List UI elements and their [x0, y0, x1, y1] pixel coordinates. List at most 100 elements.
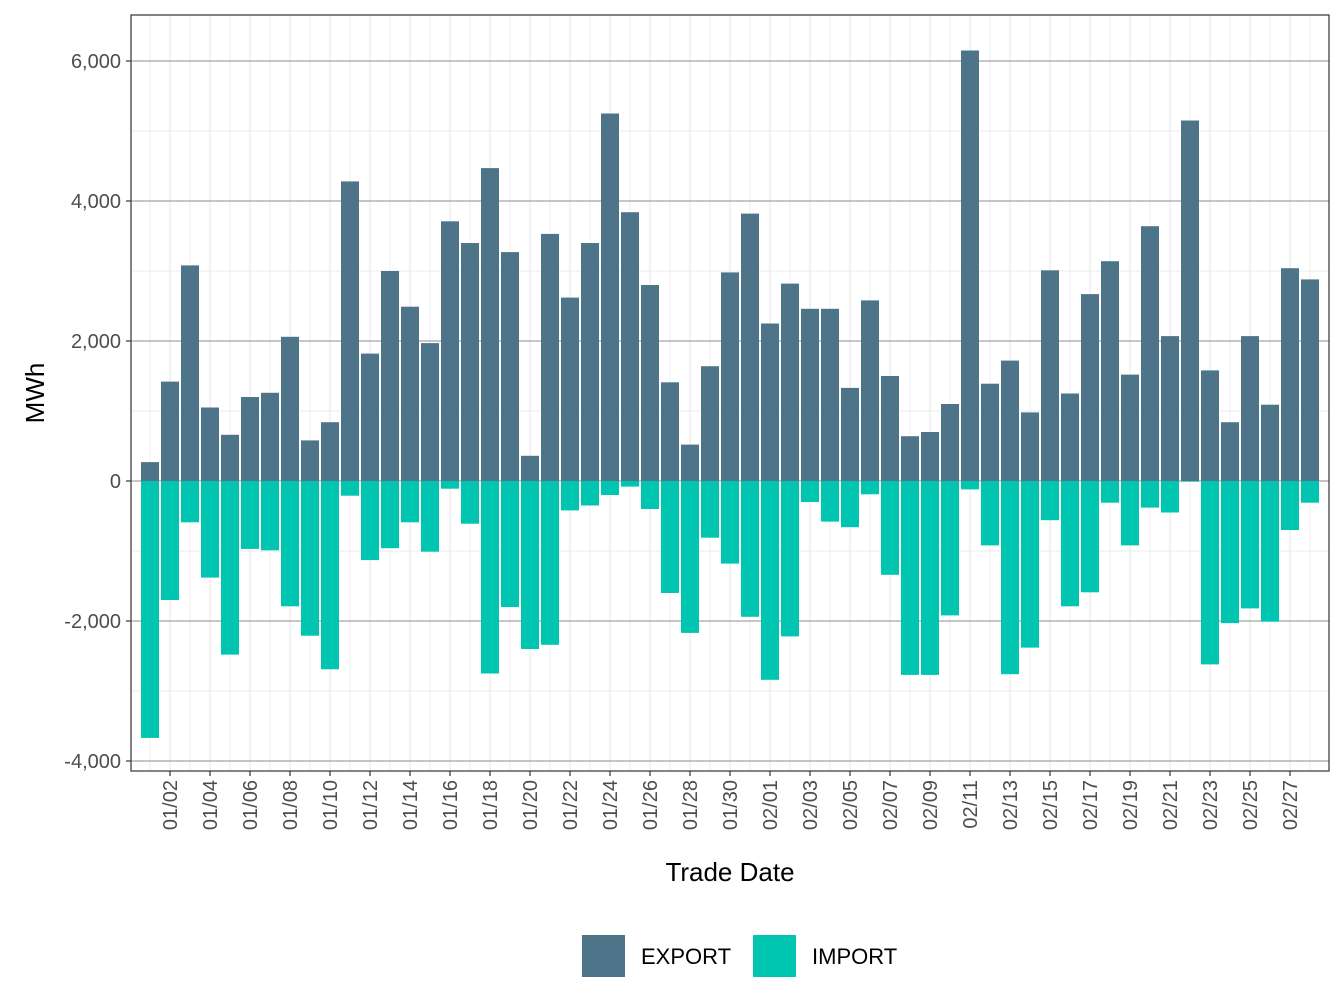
bar-import-02-21 [1161, 481, 1179, 513]
bar-export-01-15 [421, 343, 439, 481]
bar-import-02-14 [1021, 481, 1039, 648]
x-tick-label: 01/28 [680, 780, 702, 830]
bar-import-01-15 [421, 481, 439, 552]
bar-import-01-02 [161, 481, 179, 600]
bar-export-02-14 [1021, 412, 1039, 481]
bar-export-02-24 [1221, 422, 1239, 481]
x-tick-label: 01/10 [320, 780, 342, 830]
x-tick-label: 01/08 [280, 780, 302, 830]
bar-export-02-12 [981, 383, 999, 481]
bar-import-02-04 [821, 481, 839, 522]
bar-import-01-10 [321, 481, 339, 670]
bar-export-01-20 [521, 455, 539, 481]
bar-import-01-23 [581, 481, 599, 506]
bar-import-02-18 [1101, 481, 1119, 503]
bar-export-02-05 [841, 387, 859, 481]
bar-import-01-18 [481, 481, 499, 674]
bar-import-01-17 [461, 481, 479, 524]
bar-import-01-30 [721, 481, 739, 564]
legend-key-export [582, 935, 625, 977]
bar-import-02-25 [1241, 481, 1259, 609]
bar-export-01-01 [141, 462, 159, 481]
bar-export-01-22 [561, 297, 579, 481]
bar-export-02-22 [1181, 120, 1199, 481]
y-tick-label: -2,000 [64, 611, 121, 633]
x-tick-label: 02/03 [800, 780, 822, 830]
x-tick-label: 02/07 [880, 780, 902, 830]
y-axis-ticks: -4,000 -2,000 0 2,000 4,000 6,000 [64, 51, 131, 773]
bar-export-01-13 [381, 271, 399, 481]
bar-import-02-15 [1041, 481, 1059, 521]
bar-import-01-28 [681, 481, 699, 633]
bar-export-02-03 [801, 308, 819, 481]
bar-import-01-08 [281, 481, 299, 607]
legend-key-import [753, 935, 796, 977]
x-tick-label: 02/09 [920, 780, 942, 830]
bar-export-01-16 [441, 221, 459, 482]
bar-export-01-10 [321, 422, 339, 481]
x-axis-title: Trade Date [665, 857, 794, 887]
y-tick-label: 0 [110, 471, 121, 493]
y-tick-label: 2,000 [71, 331, 121, 353]
bar-import-02-12 [981, 481, 999, 546]
bar-import-02-03 [801, 481, 819, 502]
x-tick-label: 01/20 [520, 780, 542, 830]
bar-export-02-11 [961, 50, 979, 481]
bar-export-01-17 [461, 243, 479, 481]
bar-import-01-24 [601, 481, 619, 495]
bar-export-02-21 [1161, 336, 1179, 481]
bar-import-02-11 [961, 481, 979, 490]
bar-import-02-26 [1261, 481, 1279, 622]
bar-import-02-22 [1181, 481, 1199, 482]
x-tick-label: 02/13 [1000, 780, 1022, 830]
x-tick-label: 02/01 [760, 780, 782, 830]
bar-import-01-12 [361, 481, 379, 561]
x-tick-label: 01/24 [600, 780, 622, 830]
bar-export-02-27 [1281, 268, 1299, 481]
bar-import-01-22 [561, 481, 579, 511]
bar-import-02-10 [941, 481, 959, 616]
bar-import-02-23 [1201, 481, 1219, 665]
bar-import-02-01 [761, 481, 779, 680]
legend: EXPORT IMPORT [582, 935, 897, 977]
bar-import-01-06 [241, 481, 259, 549]
bar-export-01-06 [241, 397, 259, 481]
x-tick-label: 01/30 [720, 780, 742, 830]
bar-export-01-30 [721, 272, 739, 481]
bar-import-01-07 [261, 481, 279, 551]
bar-import-01-25 [621, 481, 639, 487]
bar-import-01-01 [141, 481, 159, 738]
bars [141, 50, 1319, 738]
bar-export-01-07 [261, 392, 279, 481]
bar-export-01-24 [601, 113, 619, 481]
bar-import-01-03 [181, 481, 199, 523]
bar-export-02-28 [1301, 279, 1319, 481]
bar-export-01-11 [341, 181, 359, 481]
bar-import-02-07 [881, 481, 899, 575]
bar-import-02-09 [921, 481, 939, 675]
y-tick-label: 6,000 [71, 51, 121, 73]
bar-import-02-19 [1121, 481, 1139, 546]
bar-export-02-07 [881, 376, 899, 481]
bar-export-02-19 [1121, 374, 1139, 481]
bar-export-01-12 [361, 353, 379, 481]
bar-export-01-02 [161, 381, 179, 481]
bar-export-02-04 [821, 308, 839, 481]
x-tick-label: 02/25 [1240, 780, 1262, 830]
bar-import-02-17 [1081, 481, 1099, 593]
bar-export-02-16 [1061, 393, 1079, 481]
x-axis-ticks: 01/02 01/04 01/06 01/08 01/10 01/12 01/14 01/16… [160, 771, 1302, 830]
bar-export-02-25 [1241, 336, 1259, 481]
bar-import-01-09 [301, 481, 319, 636]
bar-import-01-31 [741, 481, 759, 617]
bar-export-01-26 [641, 285, 659, 481]
bar-export-01-05 [221, 434, 239, 481]
x-tick-label: 01/12 [360, 780, 382, 830]
bar-import-02-06 [861, 481, 879, 495]
x-tick-label: 02/11 [960, 780, 982, 829]
bar-export-02-20 [1141, 226, 1159, 481]
bar-export-01-28 [681, 444, 699, 481]
x-tick-label: 02/19 [1120, 780, 1142, 830]
x-tick-label: 01/06 [240, 780, 262, 830]
